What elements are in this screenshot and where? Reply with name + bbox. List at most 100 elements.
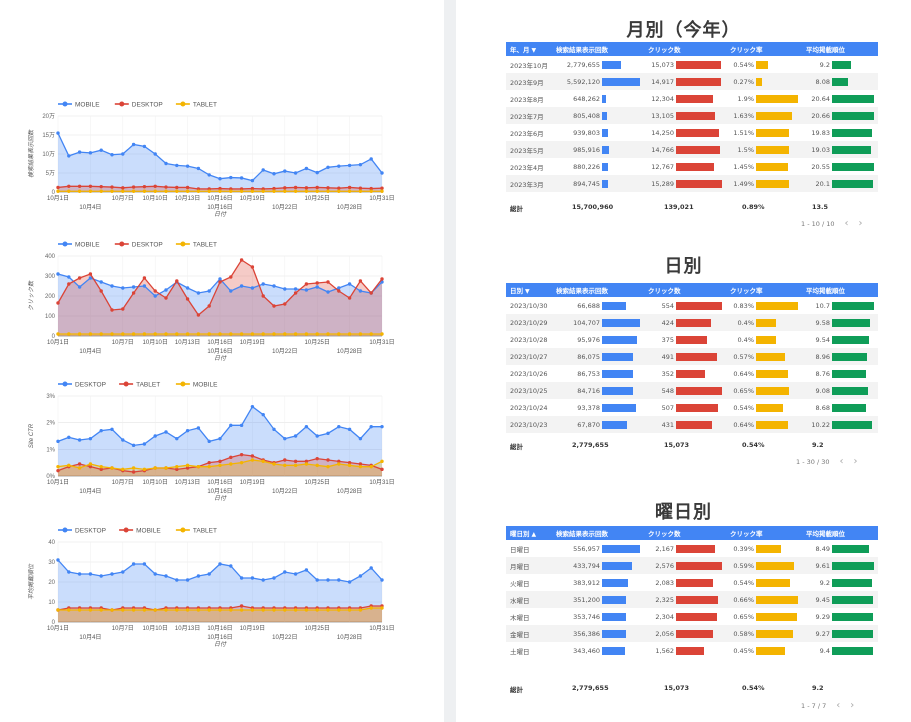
data-point[interactable] [131,470,136,474]
data-point[interactable] [131,562,136,566]
data-point[interactable] [272,284,276,288]
data-point[interactable] [110,185,114,189]
data-point[interactable] [153,572,157,576]
data-point[interactable] [88,189,93,193]
data-point[interactable] [196,426,201,430]
data-point[interactable] [77,332,82,336]
data-point[interactable] [304,282,309,286]
data-point[interactable] [229,564,233,568]
legend-item[interactable]: TABLET [175,527,217,535]
data-point[interactable] [131,189,136,193]
data-point[interactable] [315,608,319,612]
legend-item[interactable]: MOBILE [58,101,100,109]
legend-item[interactable]: DESKTOP [58,527,106,535]
data-point[interactable] [283,186,287,190]
data-point[interactable] [88,272,93,276]
data-point[interactable] [380,171,384,175]
data-point[interactable] [337,289,341,293]
data-point[interactable] [67,608,71,612]
data-point[interactable] [196,608,201,612]
data-point[interactable] [153,466,157,470]
data-point[interactable] [293,287,298,291]
data-point[interactable] [121,189,125,193]
data-point[interactable] [142,608,147,612]
data-point[interactable] [239,576,244,580]
data-point[interactable] [358,574,363,578]
data-point[interactable] [110,608,114,612]
legend-item[interactable]: DESKTOP [114,101,163,109]
data-point[interactable] [56,608,60,612]
data-point[interactable] [304,332,309,336]
data-point[interactable] [326,290,330,294]
data-point[interactable] [347,460,352,465]
data-point[interactable] [196,189,201,193]
data-point[interactable] [142,332,147,336]
table-row[interactable]: 水曜日 351,200 2,325 0.66% 9.45 [506,591,878,608]
table-row[interactable]: 2023年7月 805,408 13,105 1.63% 20.66 [506,107,878,124]
table-row[interactable]: 火曜日 383,912 2,083 0.54% 9.2 [506,574,878,591]
data-point[interactable] [131,608,136,612]
data-point[interactable] [261,294,265,298]
table-row[interactable]: 2023/10/26 86,753 352 0.64% 8.76 [506,365,878,382]
data-point[interactable] [185,463,190,468]
data-point[interactable] [121,186,125,190]
data-point[interactable] [99,280,103,284]
data-point[interactable] [358,462,363,466]
data-point[interactable] [337,424,341,429]
data-point[interactable] [164,189,168,193]
data-point[interactable] [121,608,125,612]
legend-item[interactable]: TABLET [175,241,217,249]
data-point[interactable] [272,172,276,176]
data-point[interactable] [369,186,373,191]
data-point[interactable] [304,189,309,193]
data-point[interactable] [283,458,287,462]
column-header[interactable]: 平均掲載順位 [802,526,878,540]
data-point[interactable] [121,438,125,442]
data-point[interactable] [121,570,125,574]
data-point[interactable] [347,608,352,612]
data-point[interactable] [175,467,179,472]
data-point[interactable] [175,185,179,190]
data-point[interactable] [153,332,157,336]
table-row[interactable]: 2023年5月 985,916 14,766 1.5% 19.03 [506,141,878,158]
data-point[interactable] [229,189,233,193]
table-row[interactable]: 2023年10月 2,779,655 15,073 0.54% 9.2 [506,56,878,73]
data-point[interactable] [131,466,136,470]
data-point[interactable] [164,466,168,470]
column-header[interactable]: クリック率 [726,526,802,540]
data-point[interactable] [229,289,233,293]
data-point[interactable] [315,332,319,336]
data-point[interactable] [239,460,244,465]
data-point[interactable] [369,606,373,610]
column-header[interactable]: クリック率 [726,283,802,297]
table-row[interactable]: 2023年6月 939,803 14,250 1.51% 19.83 [506,124,878,141]
data-point[interactable] [369,157,373,161]
data-point[interactable] [380,186,384,190]
data-point[interactable] [88,151,93,155]
data-point[interactable] [99,608,103,612]
data-point[interactable] [196,291,201,295]
data-point[interactable] [175,189,179,193]
prev-page-icon[interactable]: ‹ [839,456,844,467]
data-point[interactable] [56,131,60,135]
data-point[interactable] [272,427,276,432]
data-point[interactable] [207,173,211,177]
data-point[interactable] [261,189,265,193]
data-point[interactable] [185,185,190,190]
data-point[interactable] [239,176,244,180]
data-point[interactable] [207,460,211,465]
data-point[interactable] [272,189,276,193]
data-point[interactable] [315,170,319,175]
data-point[interactable] [272,576,276,580]
data-point[interactable] [293,434,298,438]
data-point[interactable] [337,578,341,582]
data-point[interactable] [229,462,233,466]
data-point[interactable] [315,456,319,461]
data-point[interactable] [142,189,147,193]
data-point[interactable] [153,294,157,298]
data-point[interactable] [218,459,222,464]
data-point[interactable] [369,189,373,193]
data-point[interactable] [326,189,330,193]
column-header[interactable]: 検索結果表示回数 [552,526,644,540]
data-point[interactable] [315,285,319,289]
